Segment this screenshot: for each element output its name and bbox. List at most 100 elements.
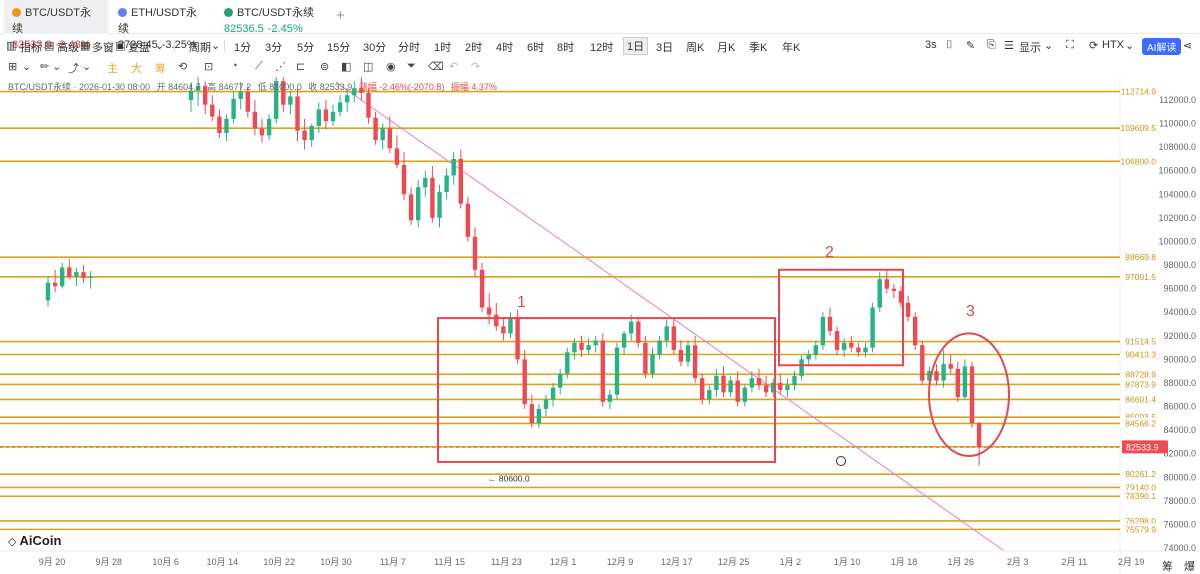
interval-button[interactable]: 分时 <box>398 42 420 54</box>
symbol-tab[interactable]: BTC/USDT永续 82533.9 -2.43% <box>4 0 108 51</box>
candle-body[interactable] <box>813 345 818 355</box>
period-button[interactable]: 周期 <box>189 42 211 54</box>
candle-body[interactable] <box>849 342 854 348</box>
candle-body[interactable] <box>309 125 314 141</box>
candle-body[interactable] <box>416 187 421 221</box>
candle-body[interactable] <box>501 326 506 334</box>
candle-body[interactable] <box>664 326 669 341</box>
candle-body[interactable] <box>515 316 520 360</box>
candle-body[interactable] <box>252 111 258 129</box>
candle-body[interactable] <box>330 111 336 122</box>
candle-body[interactable] <box>266 118 272 136</box>
candle-body[interactable] <box>366 92 371 118</box>
interval-button[interactable]: 15分 <box>327 42 351 54</box>
candle-body[interactable] <box>373 117 378 141</box>
candle-body[interactable] <box>458 158 463 204</box>
share-icon[interactable]: ⋖ <box>1183 40 1193 52</box>
candle-body[interactable] <box>401 164 407 195</box>
candle-body[interactable] <box>281 81 286 105</box>
candle-body[interactable] <box>67 267 72 277</box>
display-chevron-icon[interactable]: ⌄ <box>1044 40 1054 52</box>
candle-body[interactable] <box>976 422 982 448</box>
text-tool-icon[interactable]: ◫ <box>363 61 374 73</box>
candle-body[interactable] <box>323 109 329 122</box>
candle-body[interactable] <box>643 342 648 374</box>
candle-body[interactable] <box>650 354 655 374</box>
candle-body[interactable] <box>408 194 414 221</box>
candle-body[interactable] <box>678 349 684 362</box>
symbol-tab[interactable]: BTC/USDT永续 82536.5 -2.45% <box>216 0 336 35</box>
candle-body[interactable] <box>742 387 747 402</box>
trendline[interactable] <box>335 81 1004 551</box>
candle-body[interactable] <box>728 380 733 393</box>
undo-icon[interactable]: ↶ <box>449 61 459 73</box>
layout-icon[interactable]: ⊞ <box>8 61 18 73</box>
ruler-icon[interactable]: ⟋ <box>255 60 263 72</box>
interval-button[interactable]: 3日 <box>656 42 674 54</box>
candle-body[interactable] <box>487 307 492 315</box>
candle-body[interactable] <box>806 354 811 360</box>
candle-body[interactable] <box>188 90 194 100</box>
candle-body[interactable] <box>479 269 485 308</box>
candle-body[interactable] <box>714 375 719 391</box>
candle-body[interactable] <box>45 282 51 301</box>
indicator-button[interactable]: 指标 <box>20 42 42 54</box>
candle-body[interactable] <box>508 316 513 334</box>
candle-body[interactable] <box>721 375 726 393</box>
candle-body[interactable] <box>792 375 797 386</box>
candle-body[interactable] <box>778 382 783 391</box>
edit-icon[interactable]: ✎ <box>966 40 976 52</box>
indicator-icon[interactable]: ▥ <box>6 40 17 52</box>
candle-body[interactable] <box>430 177 435 218</box>
fullscreen-icon[interactable]: ⛶ <box>1066 39 1074 51</box>
magnet-icon[interactable]: ⊏ <box>296 61 306 73</box>
candle-body[interactable] <box>238 91 243 99</box>
candle-body[interactable] <box>465 203 471 237</box>
interval-button[interactable]: 季K <box>749 42 768 54</box>
candle-body[interactable] <box>763 385 769 393</box>
draw-tool-chevron-icon[interactable]: ⌄ <box>52 61 62 73</box>
curve-tool-icon[interactable]: ⤴ <box>68 63 79 75</box>
candle-body[interactable] <box>898 290 904 303</box>
candle-body[interactable] <box>203 85 208 105</box>
candle-body[interactable] <box>920 345 925 381</box>
candle-body[interactable] <box>302 130 307 141</box>
candle-body[interactable] <box>345 95 350 103</box>
large-order-button[interactable]: 大 <box>131 63 142 75</box>
candle-body[interactable] <box>529 404 534 424</box>
display-icon[interactable]: ☰ <box>1004 40 1014 52</box>
candle-body[interactable] <box>863 347 868 353</box>
candle-body[interactable] <box>274 81 279 119</box>
candle-body[interactable] <box>927 371 932 381</box>
candle-body[interactable] <box>756 378 762 386</box>
interval-button[interactable]: 2时 <box>465 42 483 54</box>
candle-body[interactable] <box>913 316 918 346</box>
candle-body[interactable] <box>700 378 705 400</box>
candle-body[interactable] <box>735 380 740 402</box>
candle-body[interactable] <box>522 359 527 405</box>
candle-body[interactable] <box>870 307 875 348</box>
candle-body[interactable] <box>969 366 975 424</box>
interval-button[interactable]: 月K <box>717 42 736 54</box>
draw-tool-icon[interactable]: ✏ <box>40 61 50 73</box>
replay-icon[interactable]: ▣ <box>115 40 126 52</box>
candle-body[interactable] <box>955 368 960 398</box>
display-button[interactable]: 显示 <box>1019 42 1041 54</box>
curve-tool-chevron-icon[interactable]: ⌄ <box>82 61 92 73</box>
symbol-tab[interactable]: ETH/USDT永续 2728.45 -3.25% <box>110 0 214 51</box>
candle-body[interactable] <box>536 408 542 424</box>
candle-body[interactable] <box>74 272 79 277</box>
node-icon[interactable]: ⋰ <box>275 61 286 73</box>
candle-body[interactable] <box>288 96 293 105</box>
candle-body[interactable] <box>572 342 577 353</box>
multi-window-icon[interactable]: ▦ <box>80 40 91 52</box>
candle-body[interactable] <box>941 364 946 381</box>
ai-analysis-button[interactable]: AI解读 <box>1142 38 1182 55</box>
candle-body[interactable] <box>614 347 620 395</box>
add-tab-icon[interactable]: + <box>336 7 345 24</box>
candle-body[interactable] <box>884 279 889 289</box>
save-icon[interactable]: ⎘ <box>987 39 996 51</box>
exchange-icon[interactable]: ⟳ <box>1089 40 1099 52</box>
advanced-icon[interactable]: ▤ <box>44 40 55 52</box>
candle-body[interactable] <box>671 326 676 350</box>
